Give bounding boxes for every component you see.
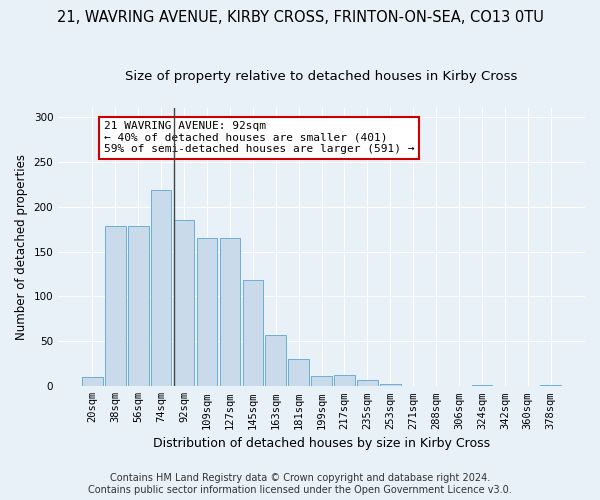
Y-axis label: Number of detached properties: Number of detached properties [15,154,28,340]
Bar [105,226,125,386]
Text: 21, WAVRING AVENUE, KIRBY CROSS, FRINTON-ON-SEA, CO13 0TU: 21, WAVRING AVENUE, KIRBY CROSS, FRINTON… [56,10,544,25]
Bar [380,384,401,386]
Title: Size of property relative to detached houses in Kirby Cross: Size of property relative to detached ho… [125,70,518,83]
X-axis label: Distribution of detached houses by size in Kirby Cross: Distribution of detached houses by size … [153,437,490,450]
Bar [541,384,561,386]
Bar [82,378,103,386]
Bar [151,190,172,386]
Text: Contains HM Land Registry data © Crown copyright and database right 2024.
Contai: Contains HM Land Registry data © Crown c… [88,474,512,495]
Bar [197,238,217,386]
Bar [311,376,332,386]
Bar [357,380,378,386]
Bar [220,238,240,386]
Bar [334,374,355,386]
Bar [128,226,149,386]
Bar [242,280,263,386]
Bar [265,335,286,386]
Bar [174,220,194,386]
Text: 21 WAVRING AVENUE: 92sqm
← 40% of detached houses are smaller (401)
59% of semi-: 21 WAVRING AVENUE: 92sqm ← 40% of detach… [104,122,415,154]
Bar [289,360,309,386]
